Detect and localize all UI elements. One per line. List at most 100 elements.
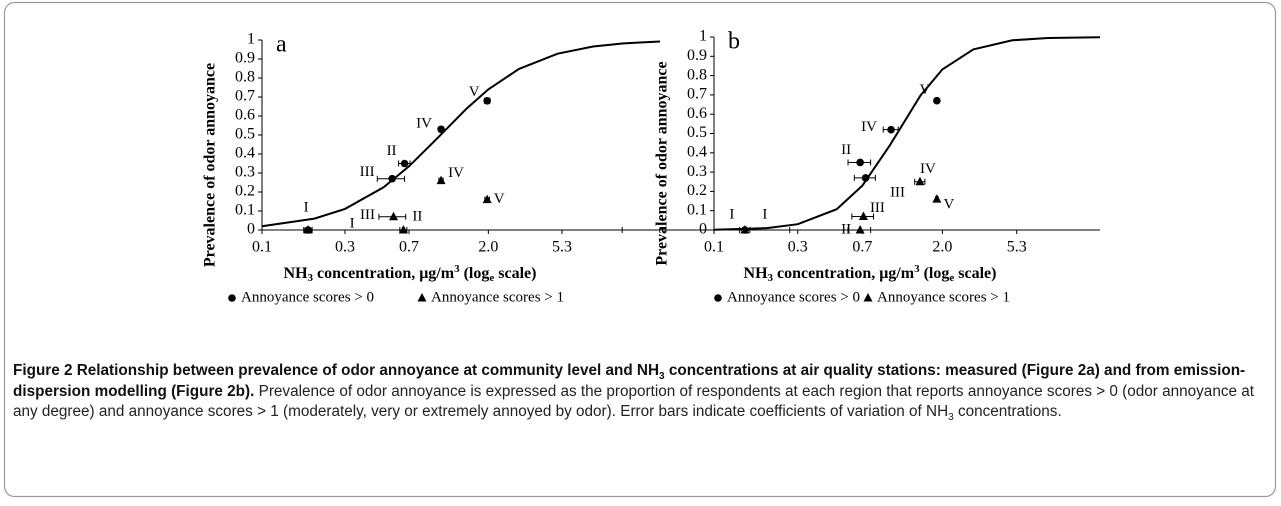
- y-tick-label: 0.7: [235, 88, 255, 105]
- x-tick-label: 5.3: [552, 239, 572, 256]
- marker-circle: [437, 125, 445, 134]
- y-tick-label: 0: [699, 221, 707, 238]
- x-tick-label: 2.0: [932, 239, 952, 256]
- x-axis-label-part: (log: [460, 265, 490, 282]
- point-label: III: [360, 164, 375, 180]
- x-axis-label-part: concentration, μg/m: [313, 265, 455, 282]
- point-label: IV: [448, 165, 464, 181]
- marker-circle: [933, 96, 941, 105]
- y-tick-label: 0.5: [235, 126, 255, 143]
- y-tick-label: 0.9: [687, 47, 707, 64]
- x-axis-label-part: NH: [284, 265, 309, 282]
- marker-triangle: [436, 175, 446, 185]
- x-tick-label: 0.3: [335, 239, 355, 256]
- point-label: I: [350, 215, 355, 231]
- x-axis-label-part: NH: [744, 265, 769, 282]
- marker-triangle: [855, 225, 865, 234]
- marker-triangle: [740, 225, 750, 234]
- y-tick-label: 0.6: [687, 105, 707, 122]
- x-tick-label: 5.3: [1007, 239, 1027, 256]
- y-tick-label: 0.4: [235, 145, 255, 162]
- x-axis-label: NH3 concentration, μg/m3 (loge scale): [744, 263, 997, 284]
- y-tick-label: 0.2: [687, 182, 707, 199]
- x-axis-label-part: 3: [454, 263, 460, 275]
- point-label: V: [494, 191, 505, 207]
- y-tick-label: 0: [247, 221, 255, 238]
- y-tick-label: 0.9: [235, 50, 255, 67]
- marker-circle: [861, 174, 870, 182]
- y-tick-label: 0.1: [687, 201, 707, 218]
- y-tick-label: 0.5: [687, 124, 707, 141]
- point-label: II: [412, 208, 422, 224]
- marker-triangle: [863, 293, 873, 302]
- y-tick-label: 1: [247, 31, 255, 48]
- marker-triangle: [858, 211, 868, 220]
- subscript: 3: [659, 371, 665, 383]
- marker-triangle: [932, 194, 942, 203]
- caption-title: Figure 2 Relationship between prevalence…: [13, 362, 1245, 400]
- caption-text: concentrations at air quality stations: …: [13, 362, 1246, 400]
- x-axis-label-part: scale): [954, 265, 996, 282]
- marker-triangle: [482, 194, 492, 204]
- error-bar: [621, 227, 791, 233]
- y-axis-label: Prevalence of odor annoyance: [654, 61, 671, 265]
- point-label: III: [360, 207, 375, 223]
- y-tick-label: 0.7: [687, 86, 707, 103]
- legend-label: Annoyance scores > 0: [241, 289, 374, 305]
- marker-triangle: [388, 211, 398, 221]
- y-tick-label: 0.8: [235, 69, 255, 86]
- y-tick-label: 0.6: [235, 107, 255, 124]
- x-axis-label-part: e: [949, 272, 954, 284]
- caption: Figure 2 Relationship between prevalence…: [13, 361, 1263, 423]
- marker-circle: [400, 159, 409, 168]
- x-axis-label-part: 3: [768, 272, 774, 284]
- y-axis-label: Prevalence of odor annoyance: [202, 63, 219, 267]
- x-axis-label-part: (log: [920, 265, 950, 282]
- y-tick-label: 0.1: [235, 202, 255, 219]
- fit-curve: [713, 36, 1101, 231]
- marker-circle: [228, 294, 236, 302]
- x-axis-label-part: e: [489, 272, 494, 284]
- y-tick-label: 0.8: [687, 66, 707, 83]
- marker-circle: [887, 125, 895, 134]
- marker-triangle: [417, 293, 427, 302]
- point-label: IV: [861, 119, 877, 135]
- fit-curve: [261, 40, 661, 228]
- y-tick-label: 0.3: [687, 163, 707, 180]
- x-tick-label: 0.1: [252, 239, 272, 256]
- panel-label: a: [276, 32, 287, 58]
- marker-circle: [388, 174, 396, 183]
- point-label: V: [919, 82, 930, 98]
- caption-text: Prevalence of odor annoyance is expresse…: [13, 382, 1254, 421]
- x-axis-label-part: 3: [308, 272, 314, 284]
- y-tick-label: 0.3: [235, 164, 255, 181]
- x-axis-label-part: scale): [494, 265, 536, 282]
- caption-text: concentrations.: [953, 403, 1062, 421]
- x-axis-label: NH3 concentration, μg/m3 (loge scale): [284, 263, 537, 284]
- legend-label: Annoyance scores > 1: [431, 289, 564, 305]
- point-label: I: [762, 206, 767, 222]
- point-label: II: [841, 221, 851, 237]
- marker-circle: [483, 97, 491, 105]
- figure-frame: [3, 1, 1277, 498]
- x-tick-label: 0.1: [704, 239, 724, 256]
- point-label: V: [943, 197, 954, 213]
- x-axis-label-part: concentration, μg/m: [773, 265, 915, 282]
- legend-label: Annoyance scores > 0: [727, 289, 860, 305]
- marker-triangle: [398, 225, 408, 234]
- caption-text: Figure 2 Relationship between prevalence…: [13, 362, 660, 379]
- y-tick-label: 0.4: [687, 143, 707, 160]
- x-tick-label: 2.0: [478, 239, 498, 256]
- point-label: I: [729, 206, 734, 222]
- y-tick-label: 1: [699, 28, 707, 45]
- point-label: III: [870, 200, 885, 216]
- marker-triangle: [303, 225, 313, 234]
- point-label: III: [890, 184, 905, 200]
- x-tick-label: 0.7: [852, 239, 872, 256]
- point-label: II: [387, 143, 397, 159]
- marker-triangle: [915, 176, 925, 186]
- marker-circle: [856, 158, 864, 167]
- point-label: IV: [416, 116, 432, 132]
